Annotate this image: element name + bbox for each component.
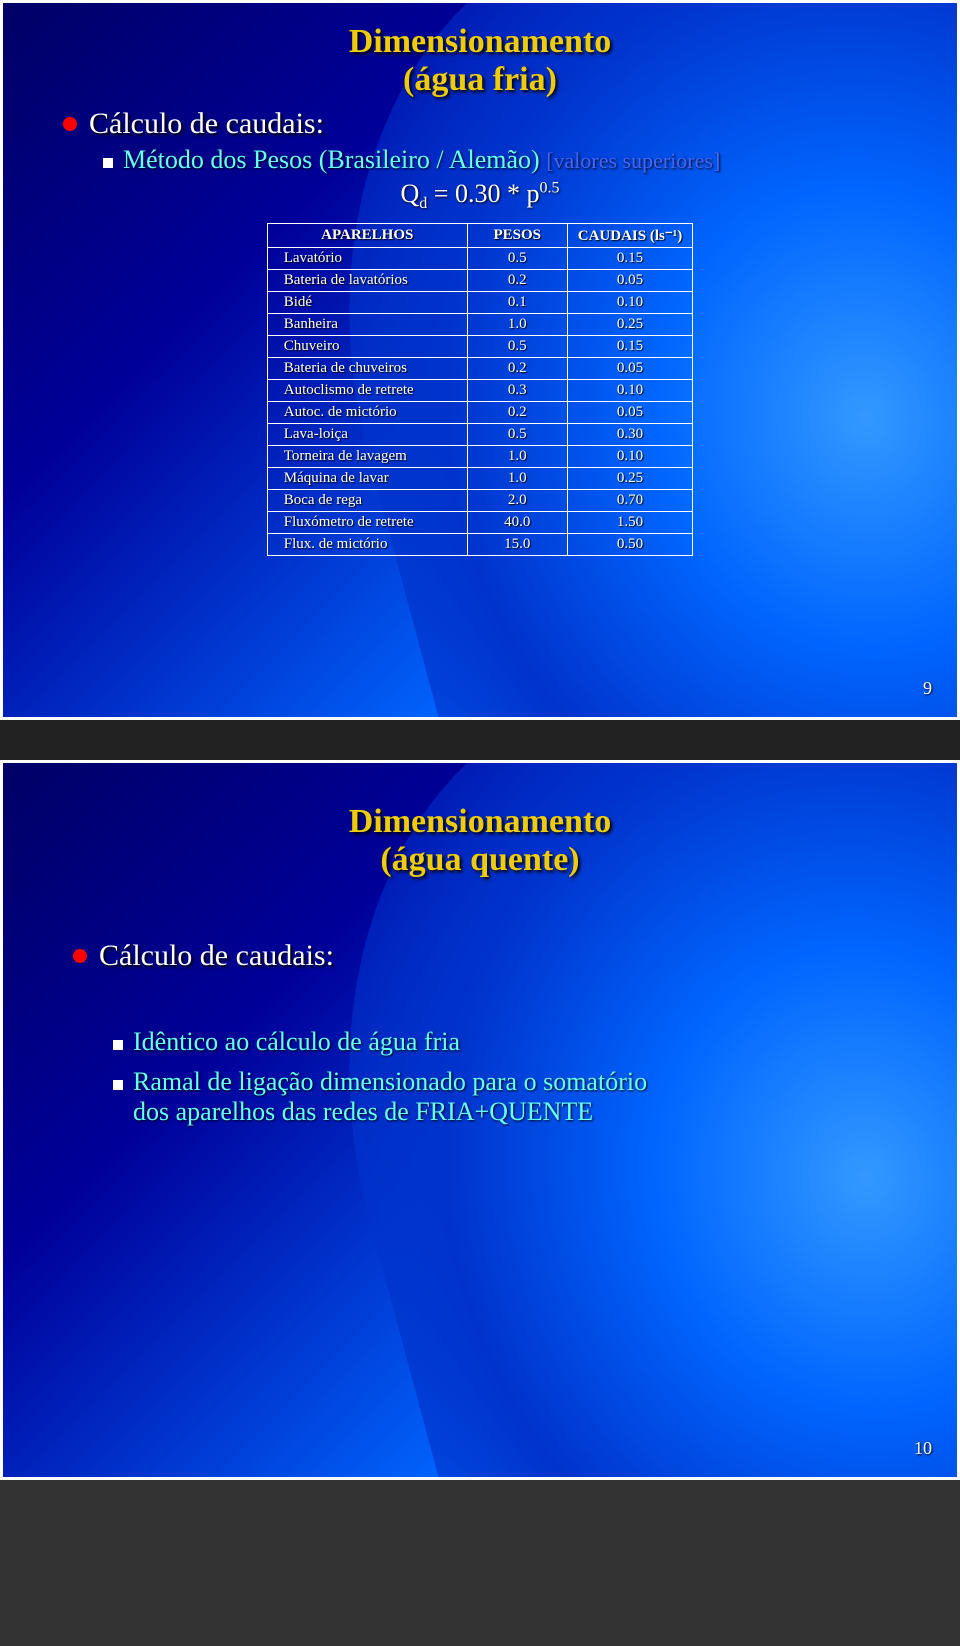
cell-name: Bateria de chuveiros [267, 358, 467, 380]
cell-peso: 0.3 [467, 380, 567, 402]
square-bullet-icon [113, 1040, 123, 1050]
slide1-pagenum: 9 [923, 678, 932, 699]
table-row: Bidé0.10.10 [267, 292, 693, 314]
bullet-dot-icon [73, 949, 87, 963]
cell-peso: 40.0 [467, 512, 567, 534]
slide1-sub-suffix: [valores superiores] [546, 148, 720, 173]
cell-peso: 0.5 [467, 336, 567, 358]
cell-name: Lava-loiça [267, 424, 467, 446]
slide2-subbullet: Idêntico ao cálculo de água fria [113, 1027, 917, 1057]
cell-caudal: 0.25 [567, 314, 693, 336]
cell-caudal: 0.05 [567, 270, 693, 292]
slide-1: Dimensionamento (água fria) Cálculo de c… [0, 0, 960, 720]
slide1-subtitle: (água fria) [43, 61, 917, 99]
table-body: Lavatório0.50.15Bateria de lavatórios0.2… [267, 248, 693, 556]
table-row: Máquina de lavar1.00.25 [267, 468, 693, 490]
slide2-bullet-text: Cálculo de caudais: [99, 939, 334, 973]
cell-name: Bateria de lavatórios [267, 270, 467, 292]
bullet-dot-icon [63, 117, 77, 131]
slide1-table: APARELHOS PESOS CAUDAIS (ls⁻¹) Lavatório… [267, 223, 694, 556]
cell-caudal: 0.15 [567, 336, 693, 358]
slide1-sub-text: Método dos Pesos (Brasileiro / Alemão) [… [123, 145, 720, 175]
cell-caudal: 0.10 [567, 446, 693, 468]
table-row: Fluxómetro de retrete40.01.50 [267, 512, 693, 534]
cell-name: Autoc. de mictório [267, 402, 467, 424]
slide2-item-text: Idêntico ao cálculo de água fria [133, 1027, 460, 1057]
table-row: Lavatório0.50.15 [267, 248, 693, 270]
cell-peso: 1.0 [467, 468, 567, 490]
cell-name: Chuveiro [267, 336, 467, 358]
cell-name: Torneira de lavagem [267, 446, 467, 468]
th-2: CAUDAIS (ls⁻¹) [567, 224, 693, 248]
table-row: Chuveiro0.50.15 [267, 336, 693, 358]
cell-name: Bidé [267, 292, 467, 314]
cell-caudal: 0.05 [567, 358, 693, 380]
cell-name: Banheira [267, 314, 467, 336]
square-bullet-icon [103, 158, 113, 168]
slide1-bullet-text: Cálculo de caudais: [89, 107, 324, 141]
table-row: Flux. de mictório15.00.50 [267, 534, 693, 556]
table-row: Autoc. de mictório0.20.05 [267, 402, 693, 424]
slide-2: Dimensionamento (água quente) Cálculo de… [0, 760, 960, 1480]
slide2-items: Idêntico ao cálculo de água fria Ramal de… [43, 1027, 917, 1127]
cell-name: Flux. de mictório [267, 534, 467, 556]
cell-name: Autoclismo de retrete [267, 380, 467, 402]
cell-caudal: 0.25 [567, 468, 693, 490]
slide1-title: Dimensionamento [43, 23, 917, 61]
slide2-subtitle: (água quente) [43, 841, 917, 879]
slide2-bullet: Cálculo de caudais: [73, 939, 917, 973]
cell-peso: 0.5 [467, 248, 567, 270]
slide1-bullet: Cálculo de caudais: [63, 107, 917, 141]
slide-2-content: Dimensionamento (água quente) Cálculo de… [3, 763, 957, 1477]
formula-sup: 0.5 [539, 179, 559, 196]
table-row: Banheira1.00.25 [267, 314, 693, 336]
spacer [43, 977, 917, 1017]
table-row: Autoclismo de retrete0.30.10 [267, 380, 693, 402]
cell-name: Fluxómetro de retrete [267, 512, 467, 534]
cell-peso: 0.2 [467, 358, 567, 380]
cell-caudal: 0.10 [567, 380, 693, 402]
cell-peso: 1.0 [467, 314, 567, 336]
table-header-row: APARELHOS PESOS CAUDAIS (ls⁻¹) [267, 224, 693, 248]
cell-name: Máquina de lavar [267, 468, 467, 490]
table-row: Torneira de lavagem1.00.10 [267, 446, 693, 468]
cell-peso: 15.0 [467, 534, 567, 556]
slide2-item-text: Ramal de ligação dimensionado para o som… [133, 1067, 653, 1127]
cell-name: Boca de rega [267, 490, 467, 512]
cell-caudal: 0.05 [567, 402, 693, 424]
cell-peso: 0.5 [467, 424, 567, 446]
cell-name: Lavatório [267, 248, 467, 270]
cell-peso: 0.2 [467, 402, 567, 424]
cell-peso: 1.0 [467, 446, 567, 468]
cell-peso: 0.2 [467, 270, 567, 292]
slide2-subbullet: Ramal de ligação dimensionado para o som… [113, 1067, 917, 1127]
cell-caudal: 1.50 [567, 512, 693, 534]
slide1-sub-main: Método dos Pesos (Brasileiro / Alemão) [123, 145, 540, 174]
table-head: APARELHOS PESOS CAUDAIS (ls⁻¹) [267, 224, 693, 248]
slide2-pagenum: 10 [914, 1438, 932, 1459]
th-1: PESOS [467, 224, 567, 248]
cell-caudal: 0.70 [567, 490, 693, 512]
table-row: Bateria de chuveiros0.20.05 [267, 358, 693, 380]
formula-mid: = 0.30 * p [427, 179, 539, 208]
cell-peso: 0.1 [467, 292, 567, 314]
slide2-title: Dimensionamento [43, 803, 917, 841]
slide1-subbullet: Método dos Pesos (Brasileiro / Alemão) [… [103, 145, 917, 175]
formula-prefix: Q [401, 179, 420, 208]
table-row: Bateria de lavatórios0.20.05 [267, 270, 693, 292]
slide1-formula: Qd = 0.30 * p0.5 [43, 179, 917, 213]
cell-caudal: 0.50 [567, 534, 693, 556]
cell-caudal: 0.10 [567, 292, 693, 314]
slide-divider [0, 720, 960, 760]
table-row: Boca de rega2.00.70 [267, 490, 693, 512]
slide-1-content: Dimensionamento (água fria) Cálculo de c… [3, 3, 957, 717]
square-bullet-icon [113, 1080, 123, 1090]
th-0: APARELHOS [267, 224, 467, 248]
cell-caudal: 0.15 [567, 248, 693, 270]
table-row: Lava-loiça0.50.30 [267, 424, 693, 446]
cell-peso: 2.0 [467, 490, 567, 512]
cell-caudal: 0.30 [567, 424, 693, 446]
